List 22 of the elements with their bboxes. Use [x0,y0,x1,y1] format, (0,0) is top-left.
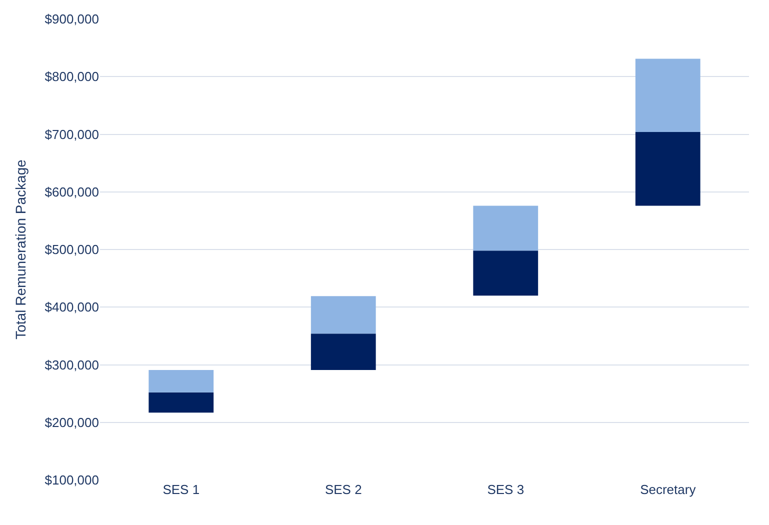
bar [473,206,538,251]
bar [148,370,214,392]
y-tick-label: $300,000 [44,357,99,372]
y-tick-label: $900,000 [44,12,99,27]
x-tick-label: Secretary [640,482,696,497]
y-tick-label: $800,000 [44,69,99,84]
y-tick-label: $200,000 [44,414,99,430]
x-tick-label: SES 2 [324,482,362,497]
y-tick-label: $500,000 [44,242,99,258]
bar [310,334,376,370]
bar [310,296,376,334]
bar [148,392,214,413]
y-tick-label: $400,000 [44,300,99,315]
y-tick-label: $700,000 [44,126,99,142]
bar [635,132,700,206]
x-tick-label: SES 1 [162,482,200,497]
bar [473,250,538,296]
y-tick-label: $100,000 [44,472,99,488]
y-axis-title: Total Remuneration Package [12,159,28,340]
x-tick-label: SES 3 [487,482,524,497]
bar [635,58,700,132]
y-tick-label: $600,000 [44,184,99,200]
